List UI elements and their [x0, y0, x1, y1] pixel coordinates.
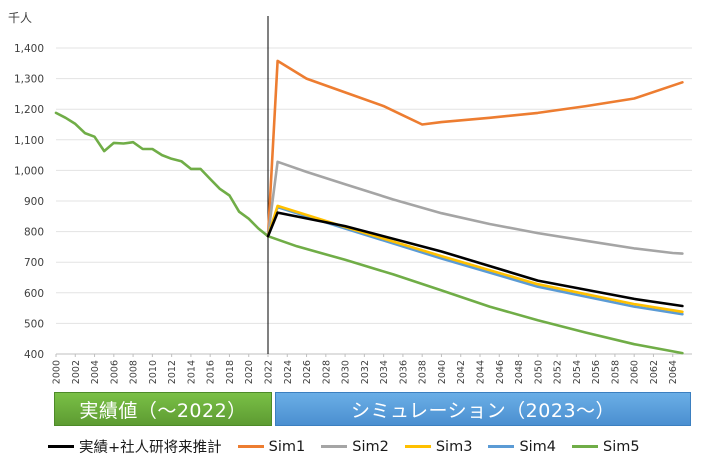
legend-item: 実績+社人研将来推計 — [48, 436, 222, 457]
x-tick-label: 2000 — [52, 360, 63, 384]
x-tick-label: 2022 — [264, 360, 275, 384]
series-lines — [54, 59, 684, 355]
legend-swatch — [404, 445, 431, 448]
x-tick-label: 2024 — [283, 360, 294, 384]
y-tick-label: 500 — [24, 318, 44, 330]
y-tick-label: 1,400 — [14, 43, 44, 55]
actual-period-label: 実績値（～2022） — [79, 399, 247, 422]
legend-swatch — [237, 445, 264, 448]
x-tick-label: 2036 — [398, 360, 409, 384]
x-tick-label: 2034 — [379, 360, 390, 384]
legend-item: Sim3 — [404, 438, 473, 455]
x-tick-label: 2006 — [109, 360, 120, 384]
x-tick-label: 2028 — [321, 360, 332, 384]
x-tick-label: 2050 — [533, 360, 544, 384]
legend-swatch — [321, 445, 348, 448]
series-line-sim2 — [266, 160, 684, 255]
y-tick-label: 800 — [24, 227, 44, 239]
legend-item: Sim1 — [237, 438, 306, 455]
chart-legend: 実績+社人研将来推計 Sim1 Sim2 Sim3 Sim4 Sim5 — [48, 436, 656, 457]
x-tick-label: 2032 — [360, 360, 371, 384]
y-tick-label: 1,200 — [14, 104, 44, 116]
legend-label: Sim1 — [268, 438, 306, 455]
line-chart: 千人 400 500 600 700 800 900 1,000 1,100 1,200 1,30… — [8, 11, 692, 384]
legend-label: Sim3 — [435, 438, 473, 455]
x-tick-label: 2064 — [668, 360, 679, 384]
x-tick-label: 2052 — [553, 360, 564, 384]
y-axis-unit-label: 千人 — [8, 11, 32, 25]
y-tick-label: 600 — [24, 288, 44, 300]
legend-item: Sim5 — [572, 439, 640, 455]
simulation-period-band: シミュレーション（2023～） — [275, 392, 691, 426]
legend-item: Sim2 — [321, 439, 389, 455]
y-tick-label: 700 — [24, 257, 44, 269]
x-tick-label: 2048 — [514, 360, 525, 384]
x-tick-label: 2044 — [476, 360, 487, 384]
x-tick-label: 2056 — [591, 360, 602, 384]
series-line- — [266, 211, 684, 308]
series-line-sim5 — [54, 111, 684, 355]
x-tick-label: 2008 — [129, 360, 140, 384]
y-tick-label: 1,000 — [14, 165, 44, 177]
series-line-sim3 — [266, 204, 684, 314]
x-tick-label: 2004 — [90, 360, 101, 384]
y-tick-label: 1,100 — [14, 135, 44, 147]
x-tick-label: 2062 — [649, 360, 660, 384]
x-tick-label: 2042 — [456, 360, 467, 384]
simulation-period-label: シミュレーション（2023～） — [350, 399, 616, 422]
legend-label: 実績+社人研将来推計 — [79, 440, 222, 456]
x-tick-label: 2018 — [225, 360, 236, 384]
x-tick-label: 2026 — [302, 360, 313, 384]
legend-swatch — [572, 445, 599, 448]
x-tick-label: 2014 — [186, 360, 197, 384]
actual-period-band: 実績値（～2022） — [54, 392, 272, 426]
x-tick-label: 2058 — [610, 360, 621, 384]
x-tick-label: 2020 — [244, 360, 255, 384]
y-tick-label: 1,300 — [14, 74, 44, 86]
gridlines — [56, 47, 692, 355]
y-tick-label: 400 — [24, 349, 44, 361]
series-line-sim1 — [266, 59, 684, 238]
x-tick-label: 2054 — [572, 360, 583, 384]
legend-swatch — [48, 445, 74, 448]
x-tick-label: 2040 — [437, 360, 448, 384]
x-tick-label: 2016 — [206, 360, 217, 384]
legend-item: Sim4 — [488, 439, 556, 455]
y-axis-ticks: 400 500 600 700 800 900 1,000 1,100 1,200 1,300 1,… — [14, 43, 44, 361]
x-tick-label: 2012 — [167, 360, 178, 384]
x-tick-label: 2046 — [495, 360, 506, 384]
legend-label: Sim2 — [352, 438, 389, 455]
legend-label: Sim4 — [519, 438, 557, 455]
x-tick-label: 2060 — [630, 360, 641, 384]
x-tick-label: 2002 — [71, 360, 82, 384]
legend-label: Sim5 — [603, 438, 640, 455]
x-tick-label: 2038 — [418, 360, 429, 384]
x-tick-label: 2010 — [148, 360, 159, 384]
legend-swatch — [488, 445, 515, 448]
x-axis-ticks: 2000 2002 2004 2006 2008 2010 2012 2014 2016 2018… — [52, 354, 679, 384]
y-tick-label: 900 — [24, 196, 44, 208]
x-tick-label: 2030 — [341, 360, 352, 384]
